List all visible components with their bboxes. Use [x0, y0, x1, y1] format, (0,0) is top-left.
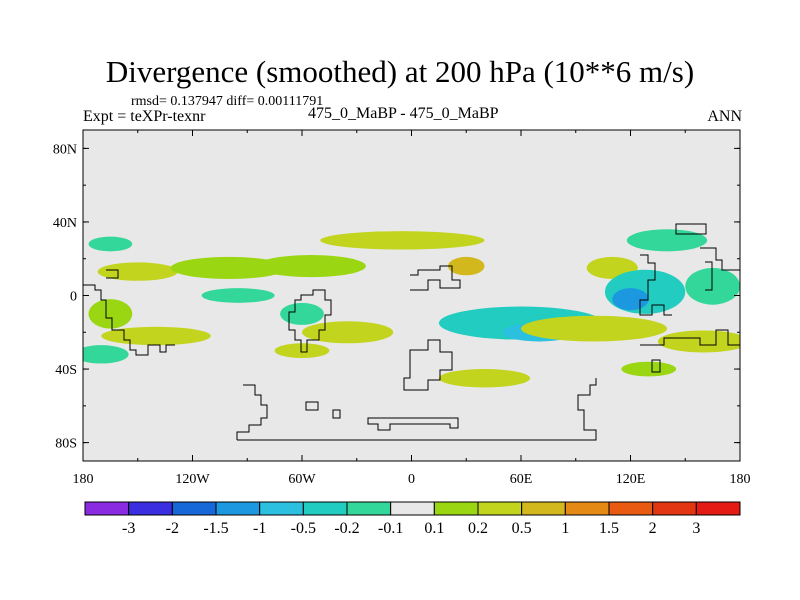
x-axis: 180 120W 60W 0 60E 120E 180 [73, 130, 751, 487]
colorbar-swatch [695, 501, 741, 516]
contour-region-0 [88, 236, 133, 252]
x-tick-label: 60E [510, 472, 533, 487]
colorbar-label: 1 [561, 520, 569, 537]
colorbar-label: -1 [253, 520, 266, 537]
contour-fill-layer [83, 229, 740, 388]
stats-line: rmsd= 0.137947 diff= 0.00111791 [131, 94, 324, 109]
colorbar-swatch [128, 501, 173, 516]
y-axis: 80N 40N 0 40S 80S [53, 142, 740, 452]
contour-region-3 [256, 255, 366, 278]
season-label: ANN [707, 108, 742, 125]
contour-region-19 [280, 302, 324, 325]
colorbar-swatch [302, 501, 348, 516]
contour-region-9 [612, 288, 649, 311]
colorbar-swatch [564, 501, 610, 516]
colorbar-swatch [521, 501, 566, 516]
colorbar-swatch [608, 501, 654, 516]
contour-region-20 [274, 343, 330, 359]
chart-title: Divergence (smoothed) at 200 hPa (10**6 … [105, 54, 695, 89]
coastline-north-america-2 [106, 269, 119, 279]
coastline-africa-south [403, 339, 453, 391]
colorbar-swatch [433, 501, 479, 516]
y-tick-label: 40N [53, 216, 77, 231]
contour-region-22 [621, 361, 677, 377]
colorbar-swatch [652, 501, 697, 516]
colorbar-swatch [259, 501, 304, 516]
coastline-asia [639, 254, 672, 316]
contour-region-16 [101, 326, 211, 346]
colorbar-label: -2 [166, 520, 179, 537]
contour-region-17 [201, 288, 275, 303]
colorbar-label: 0.1 [424, 520, 444, 537]
colorbar-label: 0.2 [468, 520, 488, 537]
x-tick-label: 180 [730, 472, 751, 487]
colorbar-label: 2 [649, 520, 657, 537]
coastline-north-america [83, 284, 175, 356]
colorbar-swatch [215, 501, 261, 516]
colorbar-label: 0.5 [512, 520, 532, 537]
coastline-south-america [288, 289, 332, 353]
coastline-antarctic-peninsula [305, 401, 341, 419]
x-tick-label: 60W [288, 472, 316, 487]
coastline-africa [410, 265, 461, 291]
colorbar-label: -1.5 [203, 520, 228, 537]
contour-region-23 [83, 345, 129, 364]
contour-region-2 [170, 256, 288, 279]
contour-region-10 [685, 267, 740, 305]
x-tick-label: 120E [616, 472, 646, 487]
coastline-east-antarctica-shelf [367, 417, 459, 431]
coastline-antarctica [236, 378, 597, 441]
colorbar-swatch [477, 501, 523, 516]
x-tick-label: 0 [408, 472, 415, 487]
x-tick-label: 180 [73, 472, 94, 487]
contour-region-4 [320, 231, 485, 250]
colorbar-label: 3 [692, 520, 700, 537]
colorbar-label: -0.1 [378, 520, 403, 537]
coastline-asia-east [700, 247, 740, 291]
colorbar-label: -0.5 [291, 520, 316, 537]
y-tick-label: 40S [55, 363, 77, 378]
colorbar-swatch [84, 501, 130, 516]
contour-region-13 [521, 315, 667, 342]
contour-region-5 [448, 256, 485, 276]
contour-region-7 [626, 229, 708, 252]
contour-region-15 [88, 299, 133, 329]
colorbar-label: 1.5 [599, 520, 619, 537]
y-tick-label: 80N [53, 142, 77, 157]
contour-region-21 [438, 369, 531, 388]
colorbar: -3 -2 -1.5 -1 -0.5 -0.2 -0.1 0.1 0.2 0.5 1 1.5 2 3 [84, 501, 741, 537]
coastline-layer [83, 223, 740, 441]
y-tick-label: 0 [70, 290, 77, 305]
colorbar-swatch [346, 501, 392, 516]
coastline-australia [640, 329, 740, 373]
colorbar-label: -3 [122, 520, 135, 537]
cases-label: 475_0_MaBP - 475_0_MaBP [308, 105, 499, 122]
contour-region-14 [657, 330, 740, 353]
coastline-new-guinea [675, 223, 707, 235]
experiment-label: Expt = teXPr-texnr [83, 108, 206, 125]
colorbar-label: -0.2 [334, 520, 359, 537]
y-tick-label: 80S [55, 437, 77, 452]
colorbar-swatch [171, 501, 217, 516]
x-tick-label: 120W [175, 472, 210, 487]
colorbar-swatch [390, 501, 435, 516]
